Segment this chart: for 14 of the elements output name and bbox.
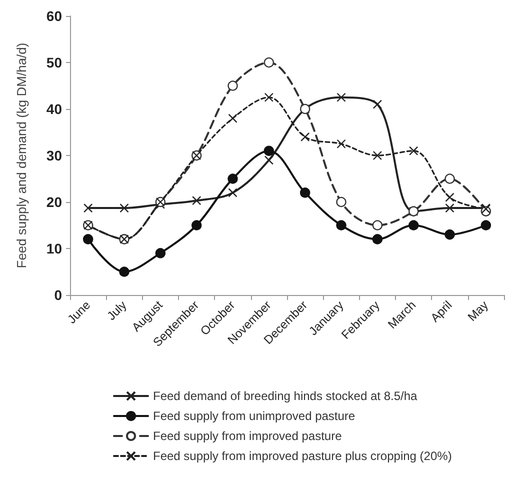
y-tick-label: 40: [46, 101, 62, 117]
legend-label: Feed supply from improved pasture plus cropping (20%): [153, 449, 452, 463]
legend-label: Feed demand of breeding hinds stocked at 8.5/ha: [153, 389, 418, 403]
x-tick-label: July: [104, 298, 130, 324]
y-tick-label: 30: [46, 148, 62, 164]
y-tick-label: 0: [54, 287, 62, 303]
y-tick-label: 50: [46, 54, 62, 70]
x-tick-label: May: [464, 298, 491, 324]
y-tick-label: 10: [46, 240, 62, 256]
y-tick-label: 60: [46, 8, 62, 24]
legend-label: Feed supply from unimproved pasture: [153, 409, 356, 423]
y-axis-title: Feed supply and demand (kg DM/ha/d): [14, 42, 29, 268]
y-tick-label: 20: [46, 194, 62, 210]
legend-label: Feed supply from improved pasture: [153, 429, 342, 443]
